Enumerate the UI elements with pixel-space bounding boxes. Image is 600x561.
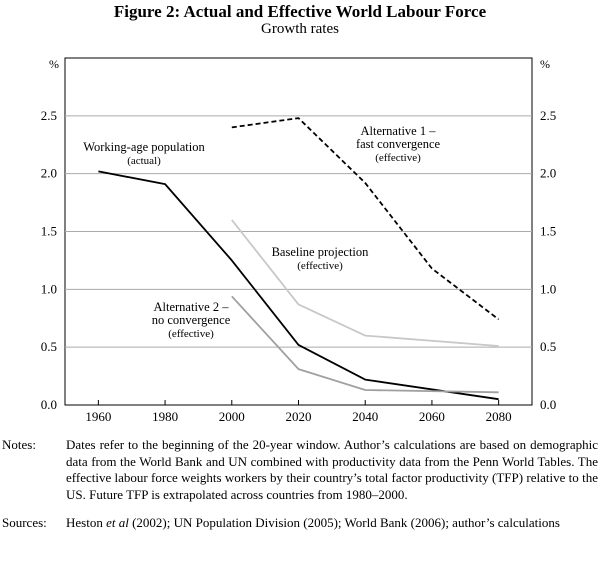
y-axis-unit-right: % [540, 57, 550, 71]
series-line-2 [231, 117, 500, 321]
series-line-3 [231, 219, 499, 347]
y-tick-label-left: 1.5 [41, 224, 57, 239]
y-tick-label-right: 0.0 [540, 397, 556, 412]
x-tick-label: 2080 [486, 409, 512, 424]
sources-label: Sources: [2, 515, 47, 530]
x-tick-label: 1980 [152, 409, 178, 424]
chart-title: Figure 2: Actual and Effective World Lab… [113, 2, 487, 21]
y-tick-label-right: 1.5 [540, 224, 556, 239]
x-tick-label: 2000 [219, 409, 245, 424]
y-tick-label-right: 0.5 [540, 339, 556, 354]
sources-block: Sources: Heston et al (2002); UN Populat… [2, 515, 598, 532]
sources-text: Heston et al (2002); UN Population Divis… [66, 515, 598, 532]
series-label-3: (effective) [297, 260, 343, 272]
x-tick-label: 2060 [419, 409, 445, 424]
series-label-4: Alternative 2 – [154, 300, 230, 314]
x-tick-label: 2040 [352, 409, 378, 424]
series-label-4: no convergence [152, 313, 231, 327]
y-tick-label-right: 2.5 [540, 108, 556, 123]
sources-text-etal: et al [106, 515, 129, 530]
series-label-4: (effective) [168, 328, 214, 340]
notes-block: Notes: Dates refer to the beginning of t… [2, 437, 598, 503]
series-label-1: Working-age population [83, 140, 205, 154]
chart-subtitle: Growth rates [261, 21, 339, 37]
series-label-1: (actual) [127, 155, 161, 167]
x-tick-label: 1960 [85, 409, 111, 424]
series-label-2: fast convergence [356, 137, 441, 151]
y-tick-label-left: 0.0 [41, 397, 57, 412]
y-tick-label-left: 2.5 [41, 108, 57, 123]
notes-text: Dates refer to the beginning of the 20-y… [66, 437, 598, 502]
y-tick-label-left: 2.0 [41, 166, 57, 181]
y-tick-label-left: 1.0 [41, 281, 57, 296]
series-line-4 [231, 295, 499, 394]
series-label-3: Baseline projection [272, 245, 370, 259]
sources-text-b: (2002); UN Population Division (2005); W… [128, 515, 560, 530]
y-tick-label-left: 0.5 [41, 339, 57, 354]
x-tick-label: 2020 [286, 409, 312, 424]
y-tick-label-right: 2.0 [540, 166, 556, 181]
y-axis-unit-left: % [49, 57, 59, 71]
y-tick-label-right: 1.0 [540, 281, 556, 296]
notes-label: Notes: [2, 437, 36, 452]
sources-text-a: Heston [66, 515, 107, 530]
line-chart: 0.0 0.0 0.5 0.5 1.0 1.0 1.5 1.5 2.0 2.0 2.5 2.5% % 19… [41, 57, 557, 424]
series-label-2: Alternative 1 – [361, 124, 437, 138]
series-label-2: (effective) [375, 152, 421, 164]
series-line-1 [98, 170, 499, 401]
